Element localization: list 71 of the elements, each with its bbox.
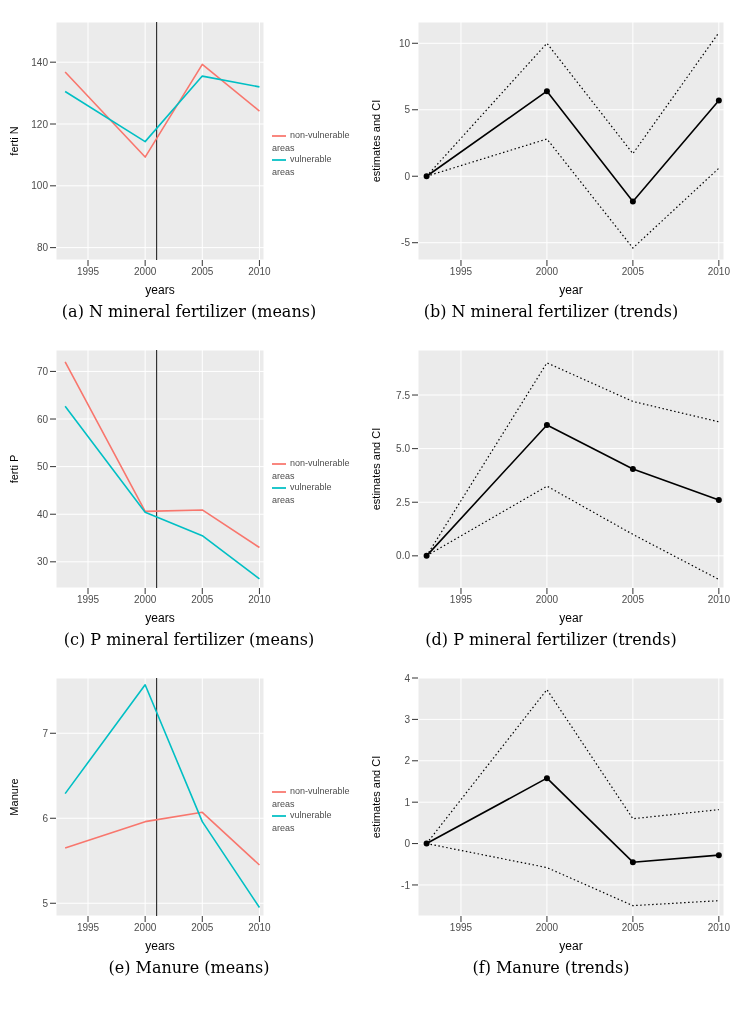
y-tick-label: 50 [36, 461, 49, 473]
x-axis-title: year [559, 611, 583, 625]
x-axis-title: years [145, 939, 175, 953]
y-axis-title: estimates and CI [369, 755, 382, 839]
y-tick-label: -5 [401, 237, 411, 249]
x-tick-label: 2010 [707, 922, 731, 934]
x-tick-label: 1995 [76, 266, 100, 278]
y-axis-title: estimates and CI [369, 99, 382, 183]
x-tick-label: 2000 [535, 922, 559, 934]
x-tick-label: 2005 [191, 594, 214, 606]
y-tick-label: 5 [42, 897, 49, 909]
x-tick-label: 2005 [621, 266, 645, 278]
y-tick-label: 60 [36, 413, 49, 425]
x-axis-title: years [145, 611, 175, 625]
y-tick-label: 7 [42, 727, 49, 739]
x-tick-label: 2000 [535, 266, 559, 278]
y-tick-label: 0 [404, 838, 411, 850]
y-tick-label: 2 [404, 755, 411, 767]
x-tick-label: 1995 [76, 594, 100, 606]
x-tick-label: 2010 [248, 594, 271, 606]
x-tick-label: 2010 [707, 266, 731, 278]
y-axis-title: ferti P [7, 454, 20, 484]
x-tick-label: 1995 [76, 922, 100, 934]
x-tick-label: 2005 [621, 594, 645, 606]
x-tick-label: 1995 [449, 922, 473, 934]
x-tick-label: 2005 [621, 922, 645, 934]
y-tick-label: 30 [36, 556, 49, 568]
text: (a) N mineral fertilizer (means) [60, 302, 318, 321]
x-tick-label: 2000 [134, 594, 157, 606]
y-tick-label: 2.5 [396, 496, 411, 508]
y-tick-label: 0 [404, 170, 411, 182]
x-tick-label: 1995 [449, 594, 473, 606]
legend-label: vulnerable areas [272, 482, 332, 505]
legend-label: vulnerable areas [272, 154, 332, 177]
text: (f) Manure (trends) [471, 958, 631, 977]
y-tick-label: 4 [404, 672, 411, 684]
legend-label: vulnerable areas [272, 810, 332, 833]
x-tick-label: 2000 [134, 266, 157, 278]
x-axis-title: year [559, 283, 583, 297]
x-tick-label: 2005 [191, 922, 214, 934]
x-axis-title: year [559, 939, 583, 953]
x-tick-label: 2000 [535, 594, 559, 606]
y-axis-title: ferti N [7, 126, 20, 156]
x-tick-label: 1995 [449, 266, 473, 278]
y-tick-label: 70 [36, 365, 49, 377]
y-tick-label: 7.5 [396, 389, 411, 401]
y-tick-label: 120 [31, 118, 49, 130]
x-tick-label: 2010 [248, 922, 271, 934]
y-tick-label: 140 [31, 56, 49, 68]
y-tick-label: 6 [42, 812, 49, 824]
text: (d) P mineral fertilizer (trends) [424, 630, 678, 649]
y-tick-label: -1 [401, 879, 411, 891]
text: (e) Manure (means) [107, 958, 271, 977]
y-tick-label: 0.0 [396, 550, 411, 562]
x-tick-label: 2005 [191, 266, 214, 278]
text: (b) N mineral fertilizer (trends) [422, 302, 680, 321]
x-tick-label: 2000 [134, 922, 157, 934]
y-tick-label: 80 [36, 242, 49, 254]
y-axis-title: Manure [7, 778, 20, 816]
x-axis-title: years [145, 283, 175, 297]
y-tick-label: 100 [31, 180, 49, 192]
y-tick-label: 5.0 [396, 443, 411, 455]
y-tick-label: 3 [404, 713, 411, 725]
text: (c) P mineral fertilizer (means) [62, 630, 316, 649]
x-tick-label: 2010 [707, 594, 731, 606]
y-tick-label: 5 [404, 104, 411, 116]
y-tick-label: 40 [36, 508, 49, 520]
y-tick-label: 10 [398, 37, 411, 49]
x-tick-label: 2010 [248, 266, 271, 278]
y-tick-label: 1 [404, 796, 411, 808]
y-axis-title: estimates and CI [369, 427, 382, 511]
